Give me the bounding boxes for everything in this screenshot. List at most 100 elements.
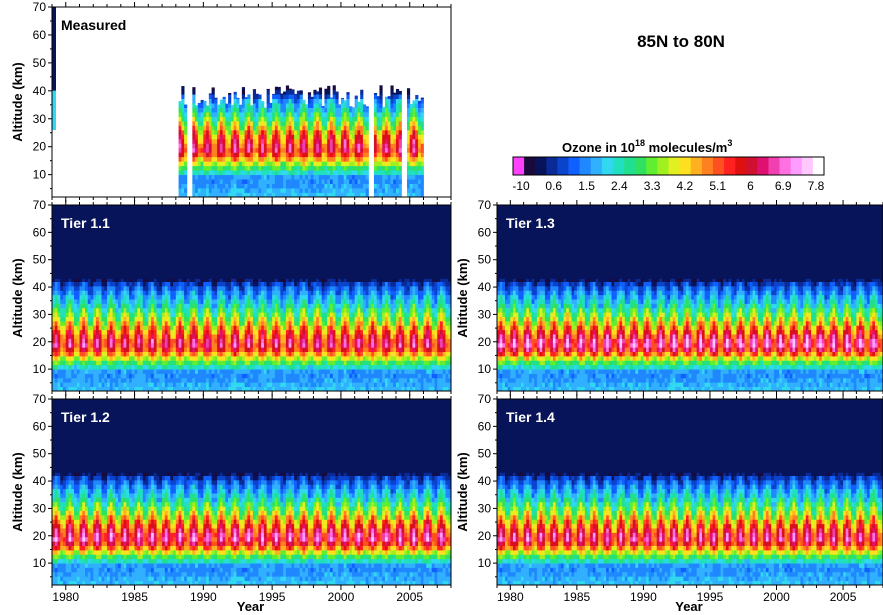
heatmap-cell	[318, 382, 323, 388]
heatmap-cell	[406, 152, 411, 158]
heatmap-cell	[208, 299, 212, 304]
heatmap-cell	[112, 364, 116, 370]
heatmap-cell	[321, 129, 325, 135]
heatmap-cell	[85, 373, 89, 379]
heatmap-cell	[349, 138, 353, 144]
heatmap-cell	[412, 156, 416, 162]
heatmap-cell	[52, 373, 56, 379]
heatmap-cell	[291, 334, 295, 339]
heatmap-cell	[269, 334, 273, 339]
heatmap-cell	[288, 320, 292, 326]
heatmap-cell	[203, 156, 207, 162]
heatmap-cell	[357, 312, 361, 317]
heatmap-cell	[178, 147, 182, 153]
heatmap-cell	[338, 342, 342, 348]
heatmap-cell	[387, 129, 391, 135]
heatmap-cell	[327, 382, 331, 388]
heatmap-cell	[318, 278, 323, 282]
heatmap-cell	[310, 143, 314, 149]
heatmap-cell	[360, 103, 364, 108]
heatmap-cell	[332, 183, 336, 189]
heatmap-cell	[349, 125, 353, 131]
heatmap-cell	[217, 338, 221, 344]
heatmap-cell	[299, 156, 303, 162]
heatmap-cell	[351, 386, 356, 391]
heatmap-cell	[346, 174, 350, 180]
heatmap-cell	[98, 281, 102, 287]
heatmap-cell	[252, 278, 257, 282]
heatmap-cell	[346, 329, 350, 335]
heatmap-cell	[305, 386, 309, 391]
heatmap-cell	[140, 281, 144, 287]
heatmap-cell	[373, 165, 378, 171]
heatmap-cell	[412, 143, 416, 149]
heatmap-cell	[65, 377, 69, 383]
heatmap-cell	[230, 179, 235, 184]
heatmap-cell	[376, 129, 380, 135]
heatmap-cell	[294, 364, 298, 370]
heatmap-cell	[332, 98, 336, 104]
heatmap-cell	[140, 316, 144, 322]
heatmap-cell	[206, 342, 210, 348]
heatmap-cell	[332, 290, 336, 296]
heatmap-cell	[332, 360, 336, 366]
figure-title: 85N to 80N	[637, 32, 725, 51]
heatmap-cell	[395, 165, 400, 171]
heatmap-cell	[354, 312, 358, 317]
heatmap-cell	[340, 129, 345, 135]
heatmap-cell	[329, 373, 334, 379]
heatmap-cell	[305, 161, 309, 167]
heatmap-cell	[236, 303, 240, 309]
heatmap-cell	[332, 138, 336, 144]
heatmap-cell	[277, 334, 281, 339]
heatmap-cell	[151, 355, 155, 361]
heatmap-cell	[208, 165, 212, 171]
heatmap-cell	[296, 285, 301, 291]
heatmap-cell	[338, 369, 342, 374]
heatmap-cell	[203, 334, 207, 339]
heatmap-cell	[151, 347, 155, 353]
heatmap-cell	[313, 325, 317, 331]
heatmap-cell	[219, 143, 224, 149]
heatmap-cell	[420, 97, 424, 100]
heatmap-cell	[184, 386, 188, 391]
heatmap-cell	[299, 98, 303, 104]
heatmap-cell	[324, 307, 328, 313]
heatmap-cell	[137, 351, 141, 357]
heatmap-cell	[351, 320, 356, 326]
heatmap-cell	[340, 329, 345, 335]
heatmap-cell	[181, 116, 185, 122]
heatmap-cell	[357, 143, 361, 149]
heatmap-cell	[252, 342, 257, 348]
heatmap-cell	[261, 116, 265, 122]
heatmap-cell	[335, 294, 339, 300]
heatmap-cell	[285, 325, 290, 331]
heatmap-cell	[406, 88, 411, 91]
heatmap-cell	[285, 278, 290, 282]
heatmap-cell	[148, 290, 152, 296]
heatmap-cell	[244, 278, 248, 282]
heatmap-cell	[261, 112, 265, 117]
heatmap-cell	[148, 281, 152, 287]
heatmap-cell	[354, 290, 358, 296]
heatmap-cell	[250, 156, 254, 162]
heatmap-cell	[123, 320, 127, 326]
heatmap-cell	[338, 161, 342, 167]
heatmap-cell	[82, 347, 86, 353]
heatmap-cell	[170, 355, 174, 361]
heatmap-cell	[360, 364, 364, 370]
heatmap-cell	[354, 373, 358, 379]
heatmap-cell	[332, 147, 336, 153]
heatmap-cell	[96, 285, 100, 291]
heatmap-cell	[250, 161, 254, 167]
heatmap-cell	[417, 134, 422, 140]
heatmap-cell	[252, 299, 257, 304]
heatmap-cell	[351, 347, 356, 353]
heatmap-cell	[192, 334, 196, 339]
heatmap-cell	[54, 281, 58, 287]
heatmap-cell	[280, 386, 284, 391]
heatmap-cell	[178, 382, 182, 388]
heatmap-cell	[412, 138, 416, 144]
heatmap-cell	[409, 179, 413, 184]
heatmap-cell	[316, 278, 320, 282]
